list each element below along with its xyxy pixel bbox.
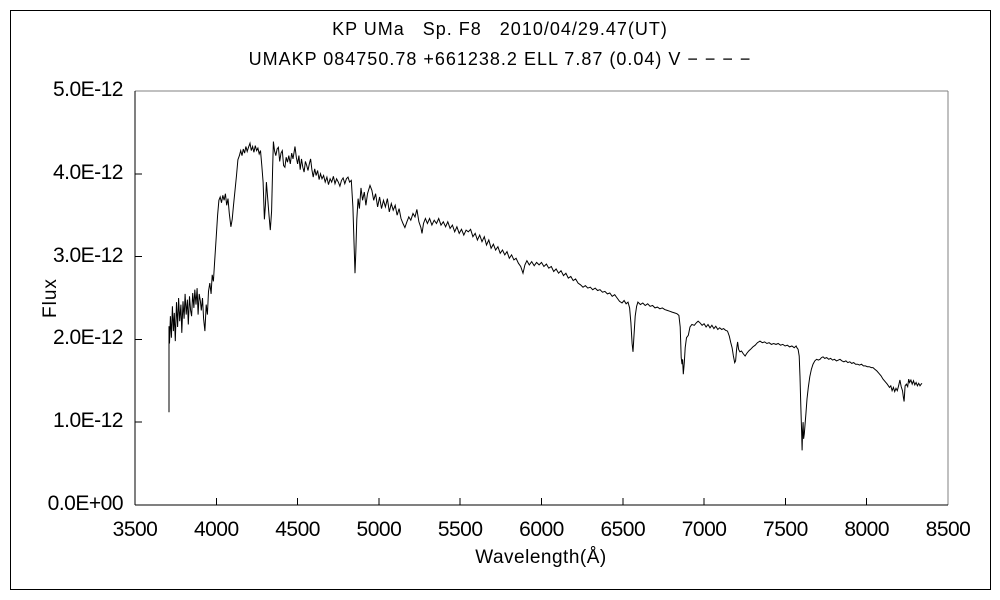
x-axis-label: Wavelength(Å) (475, 547, 607, 568)
y-tick-label: 1.0E-12 (52, 409, 124, 433)
y-tick-label: 0.0E+00 (47, 492, 124, 515)
x-tick-label: 8000 (844, 518, 890, 541)
x-tick-label: 7000 (681, 518, 727, 541)
x-tick-label: 6000 (519, 518, 564, 541)
x-tick-label: 6500 (600, 518, 646, 541)
x-tick-label: 7500 (763, 518, 808, 541)
x-tick-label: 5500 (437, 518, 483, 541)
x-tick-label: 3500 (112, 518, 158, 541)
chart-subtitle: UMAKP 084750.78 +661238.2 ELL 7.87 (0.04… (248, 49, 752, 69)
x-tick-label: 4000 (193, 518, 239, 541)
y-tick-label: 3.0E-12 (52, 243, 124, 267)
outer-frame (10, 10, 991, 590)
chart-title: KP UMa Sp. F8 2010/04/29.47(UT) (332, 19, 668, 39)
spectrum-line (168, 141, 923, 451)
x-tick-label: 4500 (275, 518, 320, 541)
y-tick-label: 5.0E-12 (52, 78, 124, 101)
x-tick-label: 8500 (925, 518, 971, 541)
y-tick-label: 4.0E-12 (52, 160, 124, 184)
x-tick-label: 5000 (356, 518, 402, 541)
y-tick-label: 2.0E-12 (52, 326, 124, 350)
